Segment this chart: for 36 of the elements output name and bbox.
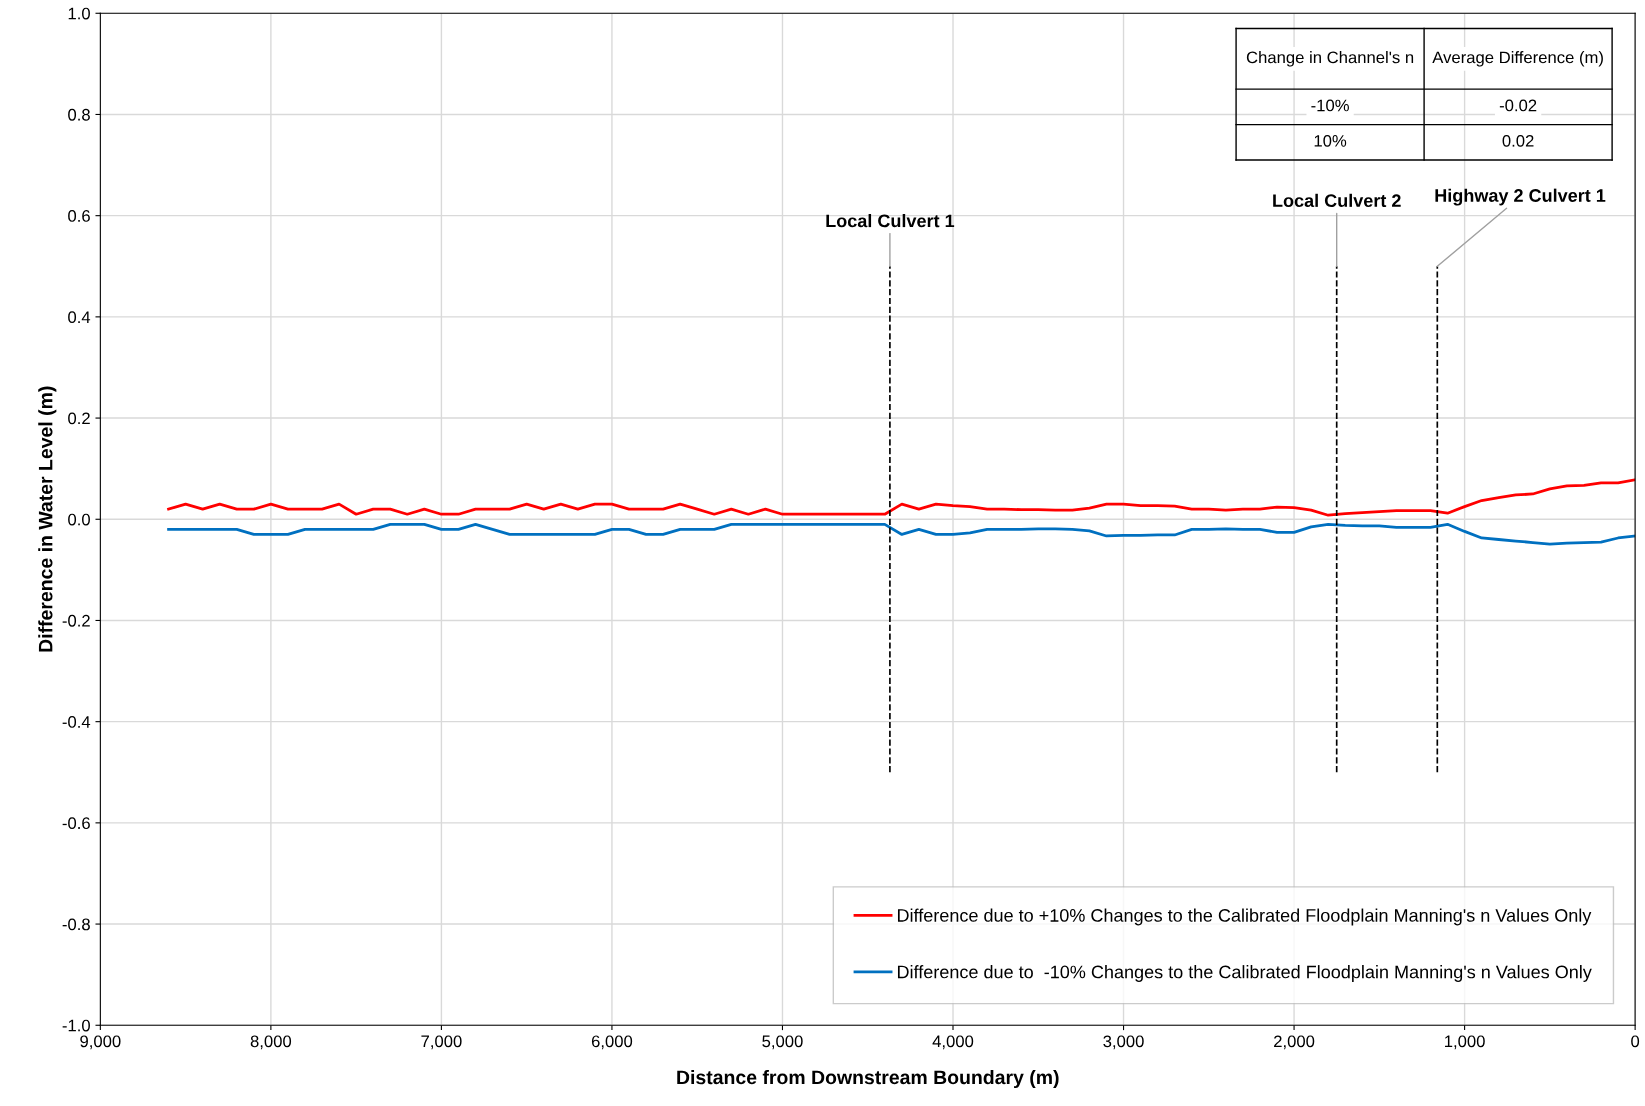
y-tick-label: -0.6 <box>62 817 90 830</box>
x-axis-title: Distance from Downstream Boundary (m) <box>677 1069 1059 1089</box>
y-axis-title: Difference in Water Level (m) <box>38 386 57 652</box>
x-tick-label: 6,000 <box>591 1035 633 1050</box>
y-tick-label: 0.0 <box>68 513 90 526</box>
x-tick-label: 7,000 <box>421 1035 462 1050</box>
annotation: -0.02 <box>1499 99 1537 112</box>
x-tick-label: 0 <box>1631 1035 1640 1048</box>
x-tick-label: 5,000 <box>762 1035 803 1050</box>
legend-label: Difference due to -10% Changes to the Calibrated Floodplain Manning's n Values Only <box>897 965 1592 982</box>
x-tick-label: 2,000 <box>1274 1035 1315 1050</box>
legend-label: Difference due to +10% Changes to the Calibrated Floodplain Manning's n Values Only <box>897 908 1592 926</box>
x-tick-label: 4,000 <box>932 1035 974 1050</box>
x-tick-label: 3,000 <box>1103 1035 1144 1050</box>
x-tick-label: 8,000 <box>250 1035 292 1050</box>
x-tick-label: 1,000 <box>1445 1035 1485 1050</box>
annotation: Change in Channel's n <box>1246 51 1414 67</box>
y-tick-label: 0.6 <box>68 210 90 222</box>
y-tick-label: 0.4 <box>68 311 91 324</box>
y-tick-label: 0.8 <box>68 108 90 121</box>
annotation: 0.02 <box>1502 134 1534 147</box>
line-series <box>167 522 1636 546</box>
ref-line-label: Highway 2 Culvert 1 <box>1435 188 1606 206</box>
y-tick-label: 1.0 <box>68 7 90 20</box>
y-tick-label: -0.2 <box>62 614 90 627</box>
y-tick-label: -0.8 <box>62 918 90 931</box>
x-tick-label: 9,000 <box>80 1035 121 1050</box>
y-tick-label: -0.4 <box>62 716 91 728</box>
y-tick-label: 0.2 <box>68 412 90 425</box>
ref-line-label: Local Culvert 2 <box>1273 193 1401 208</box>
annotation: -10% <box>1311 99 1349 112</box>
y-tick-label: -1.0 <box>62 1019 90 1032</box>
annotation: 10% <box>1314 134 1347 147</box>
line-series <box>167 478 1636 517</box>
annotation: Average Difference (m) <box>1432 51 1603 67</box>
ref-line-label: Local Culvert 1 <box>826 214 955 228</box>
